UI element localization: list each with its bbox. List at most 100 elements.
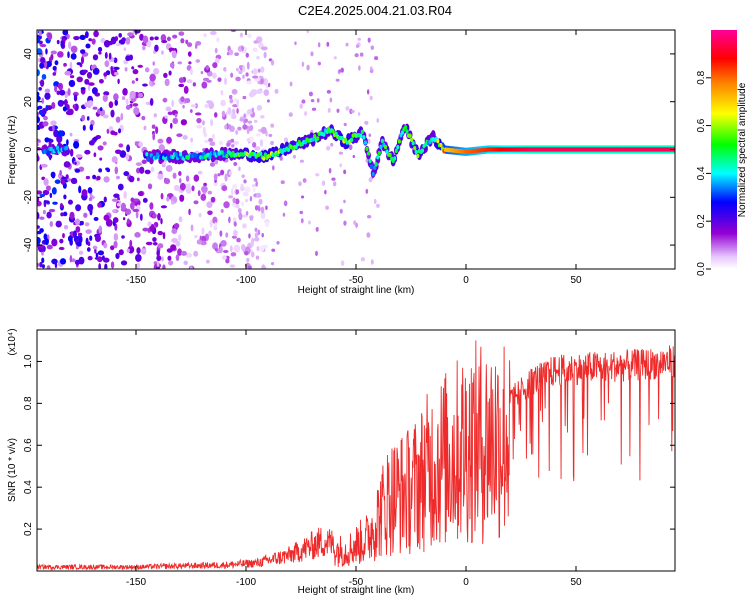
- noise-blob: [193, 250, 199, 257]
- noise-speck: [343, 122, 347, 127]
- noise-blob: [242, 74, 245, 79]
- noise-speck: [260, 78, 264, 85]
- noise-blob: [151, 81, 156, 86]
- noise-blob: [111, 198, 118, 202]
- noise-blob: [156, 255, 162, 262]
- noise-speck: [366, 215, 372, 219]
- noise-blob: [99, 107, 103, 112]
- x-tick-label: -50: [349, 577, 364, 588]
- noise-blob: [135, 253, 142, 262]
- noise-blob: [168, 260, 174, 266]
- ridge-core: [259, 151, 263, 156]
- noise-blob: [70, 177, 78, 185]
- noise-blob: [178, 216, 183, 223]
- noise-speck: [235, 129, 238, 135]
- noise-speck: [244, 118, 249, 123]
- noise-blob: [186, 42, 193, 48]
- noise-blob: [230, 72, 234, 78]
- noise-blob: [202, 120, 205, 126]
- noise-blob: [205, 259, 210, 264]
- noise-blob: [129, 90, 136, 99]
- noise-blob: [155, 126, 159, 135]
- noise-blob: [39, 261, 43, 268]
- noise-blob: [214, 222, 217, 229]
- noise-speck: [229, 98, 234, 104]
- noise-speck: [270, 59, 275, 66]
- x-tick-label: -150: [126, 275, 146, 286]
- noise-blob: [72, 91, 79, 97]
- noise-blob: [73, 35, 80, 41]
- noise-blob: [98, 263, 102, 269]
- noise-speck: [304, 111, 308, 116]
- noise-blob: [160, 205, 168, 209]
- noise-blob: [113, 93, 119, 101]
- noise-blob: [125, 55, 131, 62]
- noise-blob: [182, 104, 185, 109]
- noise-blob: [165, 165, 173, 172]
- colorbar-tick-label: 0.6: [696, 118, 707, 132]
- noise-blob: [188, 61, 192, 65]
- noise-blob: [207, 210, 213, 216]
- x-tick-label: 50: [570, 577, 582, 588]
- noise-blob: [135, 77, 139, 82]
- noise-blob: [153, 113, 157, 118]
- noise-blob: [68, 79, 76, 88]
- noise-speck: [299, 159, 304, 163]
- noise-blob: [230, 113, 237, 120]
- noise-blob: [166, 136, 172, 144]
- noise-blob: [201, 185, 208, 193]
- noise-blob: [103, 91, 110, 96]
- noise-blob: [222, 249, 229, 253]
- noise-blob: [118, 249, 124, 256]
- noise-blob: [46, 244, 53, 250]
- noise-blob: [44, 88, 51, 93]
- noise-blob: [250, 251, 255, 258]
- noise-blob: [157, 138, 164, 144]
- noise-speck: [226, 51, 230, 56]
- noise-blob: [57, 83, 62, 89]
- noise-blob: [134, 232, 141, 238]
- noise-speck: [328, 167, 332, 174]
- noise-blob: [103, 176, 110, 183]
- noise-blob: [75, 226, 81, 233]
- noise-blob: [234, 52, 239, 57]
- noise-speck: [315, 173, 320, 177]
- noise-blob: [170, 122, 173, 129]
- noise-speck: [355, 222, 358, 228]
- noise-speck: [315, 226, 319, 232]
- noise-blob: [37, 211, 40, 220]
- y-tick-label: -40: [23, 237, 34, 252]
- noise-blob: [189, 68, 193, 75]
- ridge-core: [350, 137, 354, 143]
- noise-blob: [162, 97, 168, 103]
- noise-blob: [232, 201, 237, 207]
- noise-blob: [59, 238, 64, 244]
- spectrogram-plot-area: [37, 30, 675, 269]
- noise-blob: [102, 114, 109, 119]
- noise-blob: [242, 223, 247, 229]
- noise-blob: [244, 186, 251, 193]
- ridge-core: [365, 146, 369, 151]
- noise-speck: [245, 52, 249, 58]
- noise-blob: [242, 214, 248, 218]
- y-tick-label: 0.4: [23, 480, 34, 494]
- noise-blob: [73, 94, 78, 102]
- noise-blob: [212, 216, 218, 224]
- noise-speck: [339, 208, 343, 214]
- noise-blob: [257, 68, 261, 73]
- ridge-core: [411, 140, 415, 146]
- noise-blob: [49, 139, 54, 143]
- noise-blob: [230, 30, 237, 33]
- noise-blob: [219, 246, 223, 254]
- noise-blob: [180, 250, 187, 256]
- noise-blob: [41, 97, 45, 104]
- noise-blob: [86, 71, 93, 79]
- noise-blob: [162, 264, 166, 269]
- noise-blob: [134, 141, 138, 146]
- noise-blob: [103, 72, 108, 77]
- noise-blob: [150, 166, 155, 172]
- noise-blob: [144, 67, 150, 73]
- noise-blob: [92, 174, 97, 180]
- noise-blob: [192, 82, 196, 87]
- noise-blob: [104, 51, 108, 59]
